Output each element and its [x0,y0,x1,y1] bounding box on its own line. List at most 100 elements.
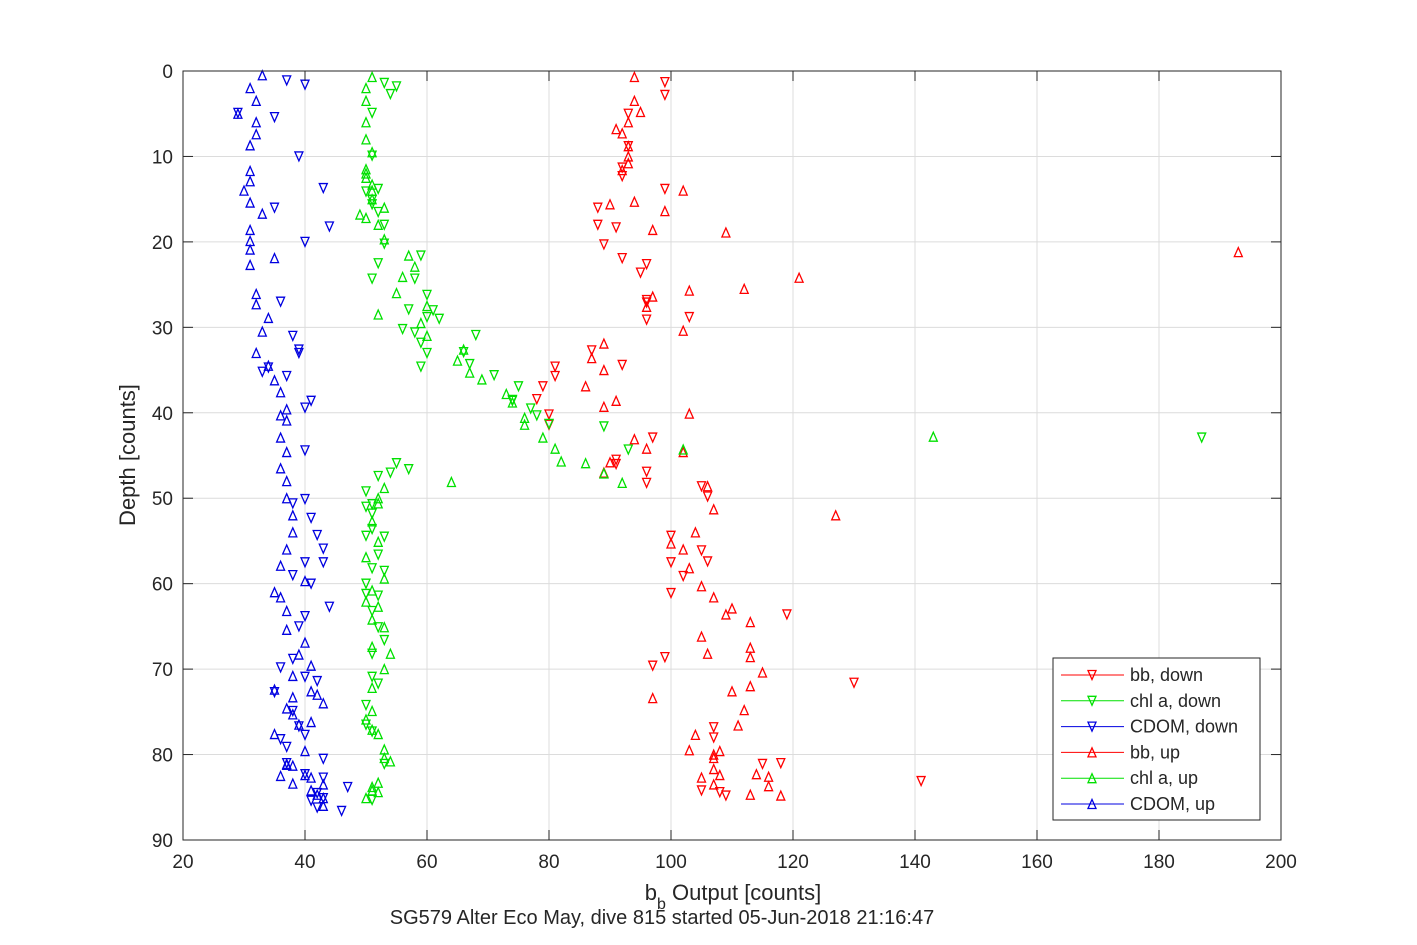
x-axis-label-subscript: b [657,896,666,913]
data-point [257,69,268,81]
x-tick-label: 80 [538,852,559,873]
data-point [269,683,280,695]
data-point [421,299,433,312]
data-point [306,784,317,796]
data-point [245,243,256,255]
y-tick-label: 20 [152,233,173,254]
data-point [421,347,433,360]
data-markers [232,69,1244,818]
data-point [629,433,640,445]
data-point [916,775,927,788]
data-point [739,704,750,716]
x-axis-label-prefix: b [645,880,657,905]
data-point [623,444,634,456]
data-point [373,497,384,509]
data-point [367,107,378,119]
data-point [232,107,243,119]
legend-label: CDOM, down [1130,717,1238,737]
data-point [745,788,756,800]
data-point [379,572,390,584]
y-tick-label: 10 [152,147,173,168]
data-point [324,221,335,233]
data-point [367,193,378,205]
data-point [641,314,652,326]
data-point [360,486,372,498]
data-point [550,442,561,454]
data-point [306,771,317,783]
data-point [299,236,311,248]
data-point [696,580,707,592]
y-tick-label: 60 [152,575,173,596]
x-axis-label-suffix: Output [counts] [666,880,821,905]
data-point [373,470,384,483]
data-point [617,252,628,265]
data-point [281,492,292,504]
data-point [720,608,731,620]
data-point [598,467,609,479]
data-point [543,418,555,430]
data-point [367,273,378,285]
data-point [373,308,384,320]
data-point [617,476,628,488]
x-tick-label: 60 [416,852,437,873]
data-point [293,721,304,733]
data-point [415,250,426,262]
data-point [598,421,609,433]
data-point [299,402,311,414]
legend-marker [1086,721,1098,733]
data-point [739,282,750,295]
tick-marks [182,70,1282,841]
y-tick-label: 70 [152,660,173,681]
data-point [421,329,433,342]
data-point [312,529,323,542]
data-point [269,111,280,124]
data-point [306,578,317,590]
data-point [367,640,378,653]
data-point [745,616,756,628]
data-point [245,139,256,151]
data-point [312,675,323,688]
data-point [659,76,670,89]
data-point [360,530,372,542]
data-point [306,512,317,524]
data-point [367,784,378,796]
legend-label: chl a, down [1130,691,1221,711]
data-point [287,526,298,538]
data-point [684,562,695,574]
data-point [281,604,292,617]
data-point [611,458,622,471]
data-point [1196,432,1207,444]
data-point [245,196,256,208]
legend-marker [1086,746,1098,758]
data-point [281,543,292,555]
x-tick-label: 180 [1143,852,1175,873]
data-point [726,602,738,614]
data-point [1233,246,1244,258]
data-point [391,287,402,299]
data-point [360,81,372,94]
data-point [287,509,298,521]
data-point [379,481,390,494]
data-point [659,183,670,196]
data-point [598,363,609,376]
data-point [360,171,372,183]
data-point [312,787,323,800]
data-point [263,359,274,371]
data-point [391,81,402,93]
data-point [708,751,719,764]
data-point [245,81,256,94]
data-point [629,70,640,83]
data-point [519,411,530,424]
data-point [367,515,378,527]
data-point [373,258,384,270]
data-point [293,621,304,633]
data-point [678,184,689,196]
data-point [287,759,298,771]
data-point [745,651,756,663]
data-point [580,457,591,469]
data-point [403,464,414,476]
data-point [373,535,384,547]
data-point [525,403,536,415]
x-tick-label: 200 [1265,852,1297,873]
